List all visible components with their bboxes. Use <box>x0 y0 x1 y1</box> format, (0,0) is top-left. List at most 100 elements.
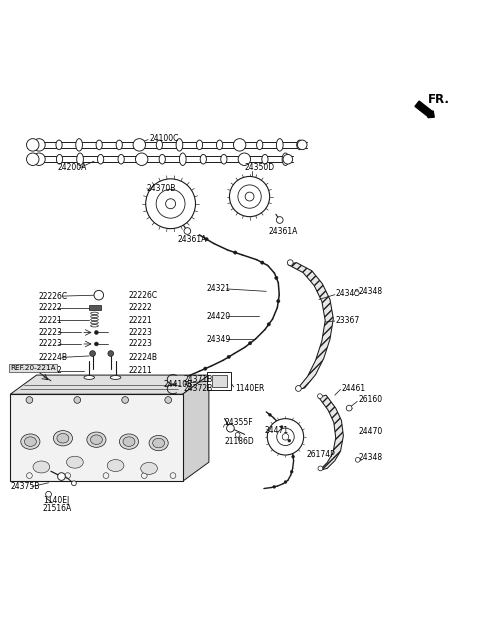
Circle shape <box>282 433 289 440</box>
Circle shape <box>261 261 264 265</box>
Text: 22224B: 22224B <box>129 353 158 362</box>
Circle shape <box>273 485 276 489</box>
Circle shape <box>288 439 291 442</box>
Text: REF.20-221A: REF.20-221A <box>10 365 56 371</box>
Ellipse shape <box>257 140 263 150</box>
Circle shape <box>288 260 293 266</box>
Text: 24372B: 24372B <box>183 385 213 394</box>
Text: 21516A: 21516A <box>43 504 72 513</box>
Text: 24348: 24348 <box>359 453 383 462</box>
Ellipse shape <box>200 155 206 164</box>
Text: 22223: 22223 <box>39 328 63 337</box>
Circle shape <box>318 466 323 471</box>
Text: 22226C: 22226C <box>129 291 158 300</box>
Ellipse shape <box>67 456 83 468</box>
Text: 24349: 24349 <box>206 334 231 343</box>
Text: 24375B: 24375B <box>10 482 40 491</box>
Text: 22221: 22221 <box>129 315 153 325</box>
Text: 22223: 22223 <box>39 340 63 349</box>
Circle shape <box>58 473 65 480</box>
Ellipse shape <box>141 462 157 474</box>
Circle shape <box>90 351 96 356</box>
Text: 24420: 24420 <box>206 312 230 321</box>
Text: 22212: 22212 <box>39 367 63 376</box>
Text: 24200A: 24200A <box>57 163 86 172</box>
Text: 24361A: 24361A <box>178 235 207 244</box>
Ellipse shape <box>176 139 183 151</box>
Ellipse shape <box>221 155 227 164</box>
Text: 24471: 24471 <box>265 426 289 435</box>
Ellipse shape <box>24 437 36 446</box>
Text: 1140ER: 1140ER <box>235 385 264 394</box>
Circle shape <box>280 426 283 428</box>
Text: 24355F: 24355F <box>225 418 253 427</box>
Circle shape <box>346 405 352 411</box>
Bar <box>89 305 101 310</box>
Circle shape <box>248 342 252 345</box>
Circle shape <box>276 299 280 303</box>
Bar <box>212 375 227 386</box>
Circle shape <box>135 153 148 166</box>
Ellipse shape <box>180 153 186 166</box>
Circle shape <box>355 457 360 462</box>
Circle shape <box>184 228 191 234</box>
Ellipse shape <box>159 155 165 164</box>
Circle shape <box>298 140 307 150</box>
Circle shape <box>204 367 207 370</box>
Circle shape <box>95 331 98 334</box>
Text: 22226C: 22226C <box>39 291 68 300</box>
Text: FR.: FR. <box>428 93 450 107</box>
Circle shape <box>94 290 104 300</box>
Text: 24410B: 24410B <box>163 379 192 388</box>
Circle shape <box>166 199 176 209</box>
Circle shape <box>74 397 81 403</box>
Ellipse shape <box>116 140 122 150</box>
Circle shape <box>238 153 251 166</box>
Ellipse shape <box>33 461 50 473</box>
Bar <box>207 372 231 390</box>
Ellipse shape <box>84 376 95 379</box>
Circle shape <box>227 424 234 432</box>
Ellipse shape <box>120 434 139 449</box>
Ellipse shape <box>110 376 121 379</box>
Circle shape <box>284 481 287 483</box>
Circle shape <box>229 177 270 216</box>
Ellipse shape <box>118 155 124 164</box>
Text: 24100C: 24100C <box>149 134 179 143</box>
Text: 24321: 24321 <box>206 284 230 293</box>
Circle shape <box>33 139 45 151</box>
Polygon shape <box>10 375 209 394</box>
Text: 1140EJ: 1140EJ <box>43 496 69 505</box>
Circle shape <box>292 455 295 458</box>
Circle shape <box>108 351 114 356</box>
Text: 26160: 26160 <box>359 395 383 404</box>
Ellipse shape <box>56 140 62 150</box>
Circle shape <box>234 251 237 254</box>
Text: 24361A: 24361A <box>269 227 298 236</box>
Circle shape <box>205 238 208 241</box>
Circle shape <box>33 153 45 166</box>
Circle shape <box>267 323 270 326</box>
Circle shape <box>26 397 33 403</box>
Circle shape <box>283 155 293 164</box>
Ellipse shape <box>96 140 102 150</box>
Ellipse shape <box>57 433 69 443</box>
Circle shape <box>122 397 129 403</box>
Ellipse shape <box>153 438 165 448</box>
Polygon shape <box>319 395 343 471</box>
Text: 24348: 24348 <box>336 289 360 298</box>
Text: 22221: 22221 <box>39 315 63 325</box>
Circle shape <box>165 397 171 403</box>
Text: 22224B: 22224B <box>39 353 68 362</box>
Ellipse shape <box>21 434 40 449</box>
Text: 22223: 22223 <box>129 328 153 337</box>
Circle shape <box>267 419 304 455</box>
Circle shape <box>296 386 301 392</box>
Ellipse shape <box>149 435 168 451</box>
Text: 26174P: 26174P <box>306 449 335 458</box>
Circle shape <box>72 481 76 485</box>
Ellipse shape <box>262 155 268 164</box>
Circle shape <box>46 491 51 497</box>
Circle shape <box>275 276 278 280</box>
Text: 22211: 22211 <box>129 367 153 376</box>
